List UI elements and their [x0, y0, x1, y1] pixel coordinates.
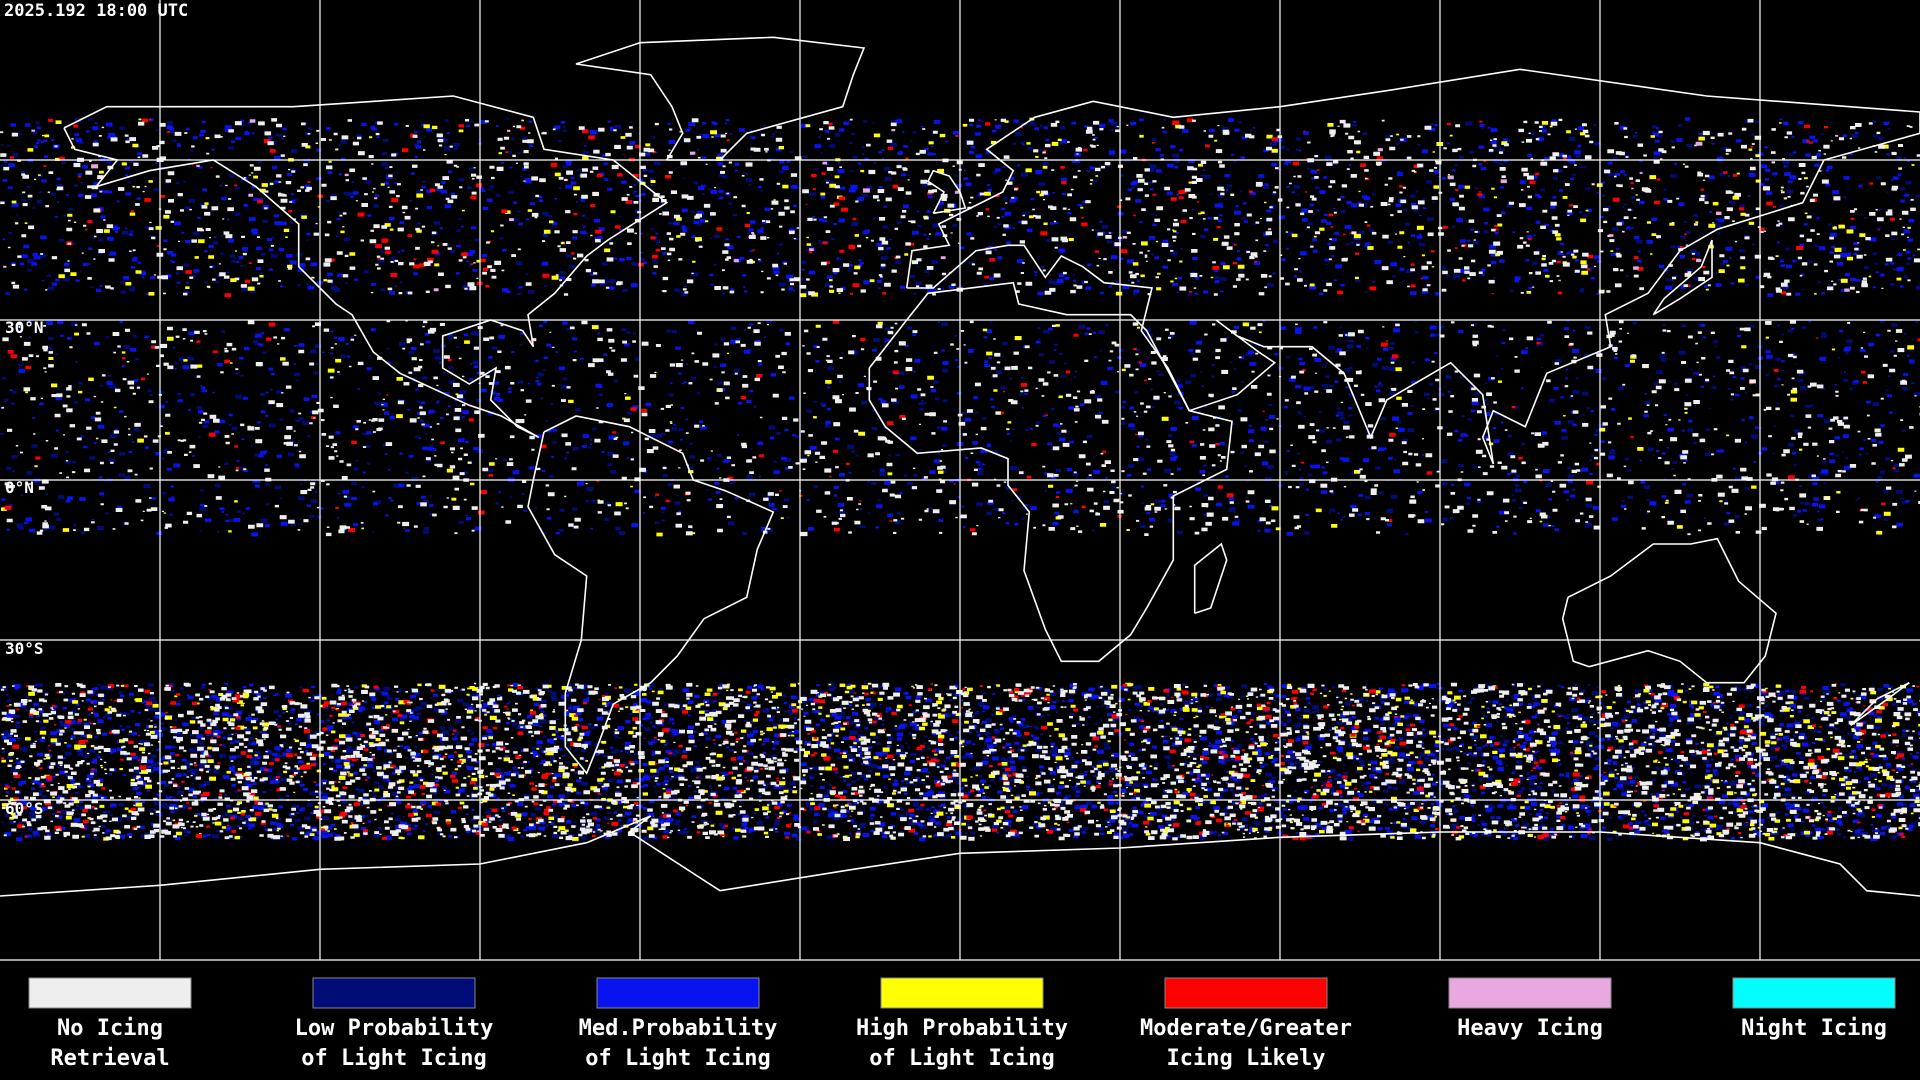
legend-label: No Icing: [57, 1016, 163, 1041]
legend-label: Heavy Icing: [1457, 1016, 1603, 1041]
coastline: [575, 36, 866, 161]
legend-label: of Light Icing: [869, 1046, 1054, 1071]
legend-swatch: [1448, 977, 1612, 1009]
icing-speckles: [0, 118, 1920, 842]
legend-label: High Probability: [856, 1016, 1068, 1041]
legend-label: Moderate/Greater: [1140, 1016, 1352, 1041]
coastline: [1652, 239, 1713, 316]
legend-label: Night Icing: [1741, 1016, 1887, 1041]
latitude-label: 60°S: [5, 799, 44, 818]
coastlines: [0, 36, 1920, 897]
coastline: [868, 281, 1233, 663]
legend-swatch: [1164, 977, 1328, 1009]
icing-speckles: [0, 118, 1920, 841]
coastline: [1193, 542, 1228, 615]
coastline: [1561, 537, 1777, 684]
legend-label: Med.Probability: [579, 1016, 778, 1041]
latitude-labels: 30°N 0°N 30°S 60°S: [5, 318, 44, 818]
coastline: [63, 95, 669, 439]
legend-label: of Light Icing: [585, 1046, 770, 1071]
coastline: [905, 68, 1920, 465]
legend-swatch: [880, 977, 1044, 1009]
coastline: [926, 169, 967, 215]
legend-label: Retrieval: [50, 1046, 169, 1071]
legend-swatch: [596, 977, 760, 1009]
timestamp: 2025.192 18:00 UTC: [4, 1, 188, 21]
coastline: [1850, 681, 1910, 726]
graticule: [0, 0, 1920, 960]
legend-swatch: [28, 977, 192, 1009]
icing-field: [0, 117, 1920, 842]
latitude-label: 0°N: [5, 478, 34, 497]
legend-swatch: [312, 977, 476, 1009]
legend-label: of Light Icing: [301, 1046, 486, 1071]
latitude-label: 30°S: [5, 639, 44, 658]
coastline: [527, 415, 775, 775]
legend-label: Low Probability: [295, 1016, 494, 1041]
latitude-label: 30°N: [5, 318, 44, 337]
legend-label: Icing Likely: [1167, 1046, 1326, 1071]
coastline: [0, 815, 1920, 897]
legend-swatch: [1732, 977, 1896, 1009]
legend: No Icing Retrieval Low Probability of Light…: [28, 977, 1896, 1071]
